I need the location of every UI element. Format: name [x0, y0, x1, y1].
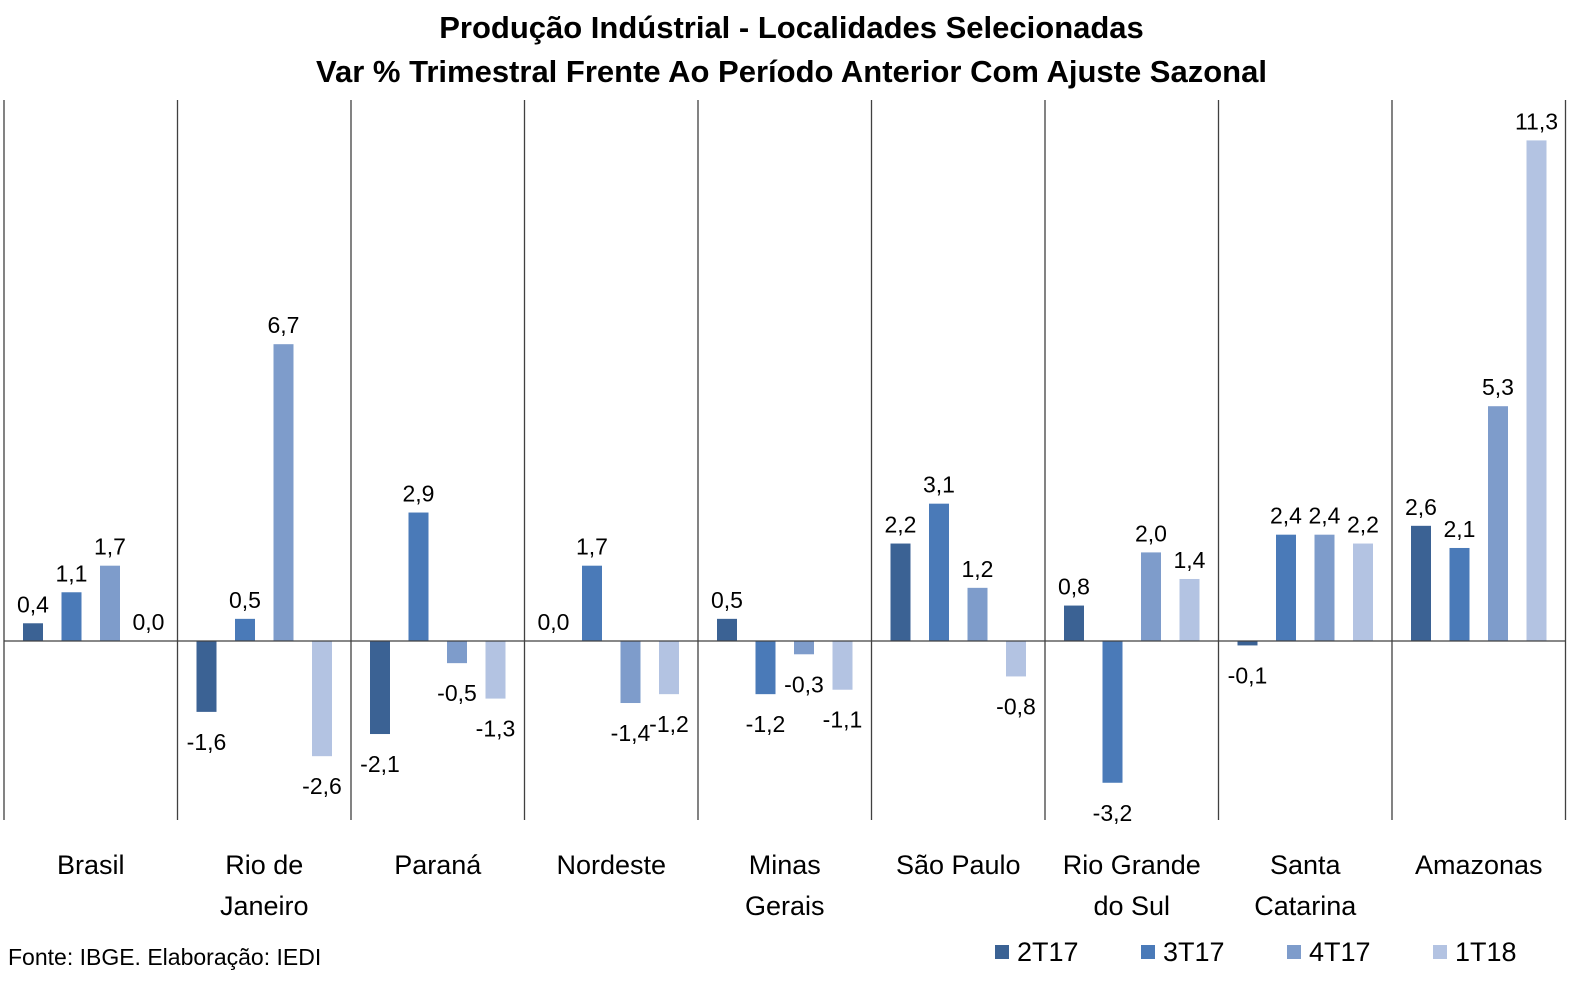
legend-label: 3T17: [1163, 937, 1225, 968]
bar-3T17: [62, 592, 82, 641]
data-label: 1,1: [56, 560, 88, 586]
bar-1T18: [1527, 140, 1547, 641]
bar-3T17: [929, 504, 949, 641]
bar-2T17: [1411, 526, 1431, 641]
legend-swatch: [1433, 945, 1447, 959]
bar-3T17: [235, 619, 255, 641]
bar-2T17: [717, 619, 737, 641]
data-label: 5,3: [1482, 374, 1514, 400]
legend-swatch: [1287, 945, 1301, 959]
bar-4T17: [1141, 552, 1161, 641]
category-label: São Paulo: [896, 850, 1021, 880]
bar-4T17: [447, 641, 467, 663]
bar-1T18: [1006, 641, 1026, 676]
category-label: Catarina: [1254, 891, 1357, 921]
legend-label: 4T17: [1309, 937, 1371, 968]
data-label: 2,9: [403, 481, 435, 507]
bar-4T17: [621, 641, 641, 703]
bar-4T17: [274, 344, 294, 641]
bar-3T17: [756, 641, 776, 694]
data-label: 2,4: [1270, 503, 1302, 529]
data-label: -1,1: [823, 707, 863, 733]
bar-3T17: [582, 566, 602, 641]
legend-item: 4T17: [1287, 932, 1371, 972]
bar-1T18: [1353, 544, 1373, 641]
data-label: 2,2: [1347, 512, 1379, 538]
bar-3T17: [1103, 641, 1123, 783]
bar-1T18: [833, 641, 853, 690]
data-label: 0,5: [229, 587, 261, 613]
data-label: 3,1: [923, 472, 955, 498]
data-label: 0,0: [133, 609, 165, 635]
data-label: -1,6: [187, 729, 227, 755]
data-label: -1,2: [649, 711, 689, 737]
legend-label: 1T18: [1455, 937, 1517, 968]
legend-item: 3T17: [1141, 932, 1225, 972]
legend-item: 1T18: [1433, 932, 1517, 972]
category-label: Santa: [1270, 850, 1342, 880]
bar-4T17: [100, 566, 120, 641]
bar-1T18: [1180, 579, 1200, 641]
data-label: 11,3: [1515, 108, 1558, 134]
category-label: Nordeste: [556, 850, 666, 880]
data-label: 0,4: [17, 591, 49, 617]
data-label: -0,3: [784, 671, 824, 697]
data-label: 2,1: [1444, 516, 1476, 542]
bar-2T17: [197, 641, 217, 712]
bar-2T17: [1238, 641, 1258, 645]
legend: 2T17 3T17 4T17 1T18: [0, 932, 1583, 972]
chart: Produção Indústrial - Localidades Seleci…: [0, 0, 1583, 988]
data-label: -2,6: [302, 773, 342, 799]
data-label: 2,0: [1135, 520, 1167, 546]
bar-2T17: [891, 544, 911, 641]
bar-1T18: [312, 641, 332, 756]
bar-4T17: [794, 641, 814, 654]
category-label: Janeiro: [220, 891, 309, 921]
category-label: Minas: [749, 850, 821, 880]
legend-swatch: [1141, 945, 1155, 959]
data-label: -2,1: [360, 751, 400, 777]
data-label: -0,5: [437, 680, 477, 706]
data-label: 0,5: [711, 587, 743, 613]
legend-label: 2T17: [1017, 937, 1079, 968]
data-label: 1,7: [576, 534, 608, 560]
data-label: -3,2: [1093, 800, 1133, 826]
bar-4T17: [968, 588, 988, 641]
data-label: 2,2: [885, 512, 917, 538]
data-label: -0,8: [996, 693, 1036, 719]
data-label: -1,2: [746, 711, 786, 737]
bar-2T17: [1064, 606, 1084, 641]
bar-3T17: [409, 513, 429, 641]
data-label: 0,0: [538, 609, 570, 635]
data-label: 0,8: [1058, 574, 1090, 600]
data-label: 1,2: [962, 556, 994, 582]
bar-3T17: [1276, 535, 1296, 641]
chart-plot: 0,4 -1,6 -2,1 0,0 0,5 2,2 0,8 -0,1 2,6 1,1 0,5 2,9 1…: [0, 0, 1583, 988]
legend-swatch: [995, 945, 1009, 959]
bar-3T17: [1450, 548, 1470, 641]
data-label: -0,1: [1228, 662, 1268, 688]
bar-4T17: [1488, 406, 1508, 641]
category-label: do Sul: [1093, 891, 1170, 921]
category-label: Rio Grande: [1063, 850, 1201, 880]
bar-4T17: [1315, 535, 1335, 641]
data-label: 2,6: [1405, 494, 1437, 520]
category-label: Amazonas: [1415, 850, 1543, 880]
data-label: 1,7: [94, 534, 126, 560]
bar-1T18: [486, 641, 506, 699]
data-label: -1,4: [611, 720, 651, 746]
data-label: 6,7: [268, 312, 300, 338]
bar-2T17: [370, 641, 390, 734]
category-label: Gerais: [745, 891, 825, 921]
data-label: -1,3: [476, 716, 516, 742]
category-label: Rio de: [225, 850, 303, 880]
legend-item: 2T17: [995, 932, 1079, 972]
bar-2T17: [23, 623, 43, 641]
data-label: 1,4: [1174, 547, 1206, 573]
category-label: Brasil: [57, 850, 125, 880]
data-label: 2,4: [1309, 503, 1341, 529]
bar-1T18: [659, 641, 679, 694]
category-label: Paraná: [394, 850, 482, 880]
